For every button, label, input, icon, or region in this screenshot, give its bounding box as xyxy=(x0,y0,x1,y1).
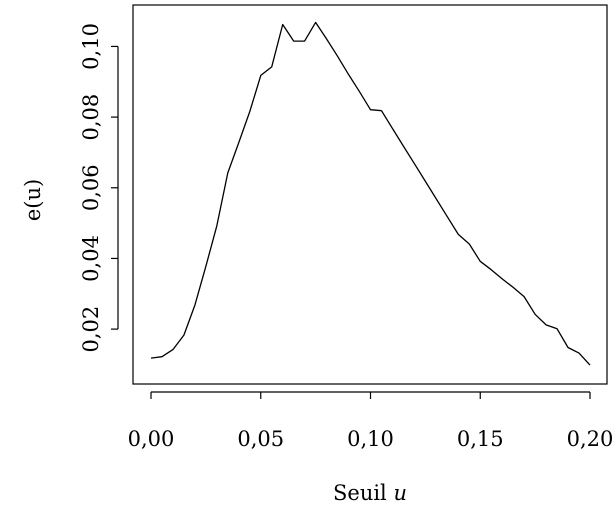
x-tick-label: 0,05 xyxy=(237,427,284,451)
x-axis-label-var: u xyxy=(393,481,407,505)
x-tick-label: 0,15 xyxy=(457,427,504,451)
y-axis-label: e(u) xyxy=(21,179,45,221)
x-tick-label: 0,00 xyxy=(128,427,175,451)
y-tick-label: 0,06 xyxy=(79,164,103,211)
y-tick-label: 0,10 xyxy=(79,23,103,70)
y-tick-label: 0,08 xyxy=(79,94,103,141)
y-axis: 0,02 0,04 0,06 0,08 0,10 xyxy=(79,23,119,353)
series-line xyxy=(150,21,591,366)
x-axis-label: Seuil u xyxy=(333,481,407,505)
x-tick-label: 0,10 xyxy=(347,427,394,451)
x-axis-label-text: Seuil xyxy=(333,481,387,505)
y-tick-label: 0,04 xyxy=(79,235,103,282)
y-tick-label: 0,02 xyxy=(79,306,103,353)
x-tick-label: 0,20 xyxy=(567,427,614,451)
plot-frame xyxy=(132,4,608,385)
x-axis: 0,00 0,05 0,10 0,15 0,20 xyxy=(128,391,614,451)
